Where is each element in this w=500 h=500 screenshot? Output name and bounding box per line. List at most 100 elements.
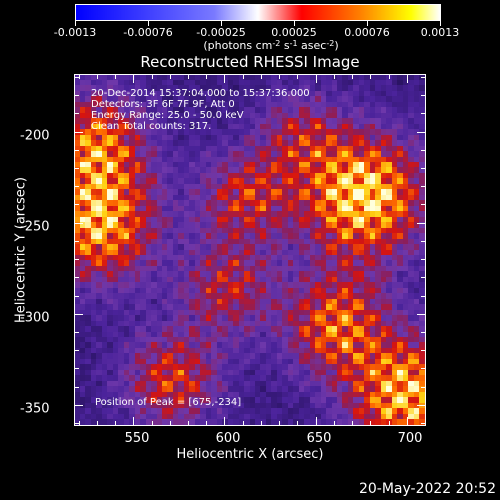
info-line-counts: Clean Total counts: 317.: [91, 121, 212, 132]
axis-tick: [421, 259, 425, 260]
y-tick-label: -200: [20, 128, 50, 144]
axis-tick: [421, 332, 425, 333]
axis-tick: [97, 421, 98, 425]
axis-tick: [243, 75, 244, 79]
axis-tick: [261, 75, 262, 79]
info-line-time-range: 20-Dec-2014 15:37:04.000 to 15:37:36.000: [91, 88, 310, 99]
axis-tick: [115, 75, 116, 79]
axis-tick: [75, 150, 79, 151]
axis-tick: [316, 417, 317, 425]
plot-title: Reconstructed RHESSI Image: [140, 53, 360, 71]
axis-tick: [75, 332, 79, 333]
info-line-energy-range: Energy Range: 25.0 - 50.0 keV: [91, 110, 244, 121]
axis-tick: [279, 75, 280, 79]
axis-tick: [421, 350, 425, 351]
axis-tick: [75, 259, 79, 260]
axis-tick: [206, 421, 207, 425]
axis-tick: [75, 204, 79, 205]
axis-tick: [421, 277, 425, 278]
axis-tick: [421, 387, 425, 388]
axis-tick: [75, 132, 83, 133]
axis-tick: [75, 77, 79, 78]
y-tick-label: -350: [20, 401, 50, 417]
axis-tick: [188, 421, 189, 425]
axis-tick: [206, 75, 207, 79]
axis-tick: [421, 77, 425, 78]
axis-tick: [352, 75, 353, 79]
axis-tick: [421, 368, 425, 369]
peak-position-label: Position of Peak = [675,-234]: [95, 397, 242, 408]
axis-tick: [75, 186, 79, 187]
axis-tick: [421, 241, 425, 242]
axis-tick: [421, 113, 425, 114]
axis-tick: [334, 75, 335, 79]
axis-tick: [421, 204, 425, 205]
axis-tick: [261, 421, 262, 425]
axis-tick: [417, 405, 425, 406]
plot-area: 20-Dec-2014 15:37:04.000 to 15:37:36.000…: [74, 74, 426, 426]
axis-tick: [316, 75, 317, 83]
axis-tick: [75, 423, 79, 424]
axis-tick: [407, 75, 408, 83]
axis-tick: [297, 421, 298, 425]
axis-tick: [75, 350, 79, 351]
axis-tick: [75, 168, 79, 169]
axis-tick: [417, 132, 425, 133]
axis-tick: [170, 75, 171, 79]
axis-tick: [425, 75, 426, 79]
axis-tick: [224, 75, 225, 83]
axis-tick: [188, 75, 189, 79]
x-tick-label: 700: [397, 431, 423, 446]
heatmap-image: [75, 75, 425, 425]
axis-tick: [79, 421, 80, 425]
axis-tick: [352, 421, 353, 425]
axis-tick: [75, 368, 79, 369]
colorbar-tick: [221, 21, 222, 26]
axis-tick: [152, 421, 153, 425]
axis-tick: [407, 417, 408, 425]
axis-tick: [115, 421, 116, 425]
axis-tick: [417, 314, 425, 315]
axis-tick: [421, 423, 425, 424]
axis-tick: [243, 421, 244, 425]
axis-tick: [75, 113, 79, 114]
colorbar-tick: [294, 21, 295, 26]
axis-tick: [75, 95, 79, 96]
axis-tick: [75, 314, 83, 315]
axis-tick: [75, 223, 83, 224]
axis-tick: [170, 421, 171, 425]
colorbar-tick-label: 0.00076: [344, 26, 390, 39]
axis-tick: [370, 75, 371, 79]
x-tick-label: 600: [215, 431, 241, 446]
axis-tick: [334, 421, 335, 425]
colorbar-tick-label: -0.00025: [196, 26, 246, 39]
axis-tick: [152, 75, 153, 79]
colorbar-tick-label: 0.0013: [420, 26, 460, 39]
colorbar-unit-label: (photons cm-2 s-1 asec-2): [203, 39, 339, 52]
axis-tick: [389, 421, 390, 425]
axis-tick: [370, 421, 371, 425]
colorbar-tick: [75, 21, 76, 26]
axis-tick: [421, 168, 425, 169]
x-tick-label: 650: [306, 431, 332, 446]
axis-tick: [425, 421, 426, 425]
y-tick-label: -250: [20, 219, 50, 235]
axis-tick: [421, 186, 425, 187]
x-tick-label: 550: [124, 431, 150, 446]
axis-tick: [297, 75, 298, 79]
axis-tick: [224, 417, 225, 425]
y-tick-label: -300: [20, 310, 50, 326]
axis-tick: [75, 241, 79, 242]
x-axis-title: Heliocentric X (arcsec): [176, 447, 324, 462]
axis-tick: [79, 75, 80, 79]
colorbar-tick-label: -0.0013: [53, 26, 97, 39]
axis-tick: [133, 75, 134, 83]
colorbar: [75, 4, 441, 21]
colorbar-tick-label: 0.00025: [271, 26, 317, 39]
axis-tick: [75, 277, 79, 278]
axis-tick: [421, 95, 425, 96]
axis-tick: [417, 223, 425, 224]
axis-tick: [279, 421, 280, 425]
colorbar-tick-label: -0.00076: [123, 26, 173, 39]
info-line-detectors: Detectors: 3F 6F 7F 9F, Att 0: [91, 99, 235, 110]
